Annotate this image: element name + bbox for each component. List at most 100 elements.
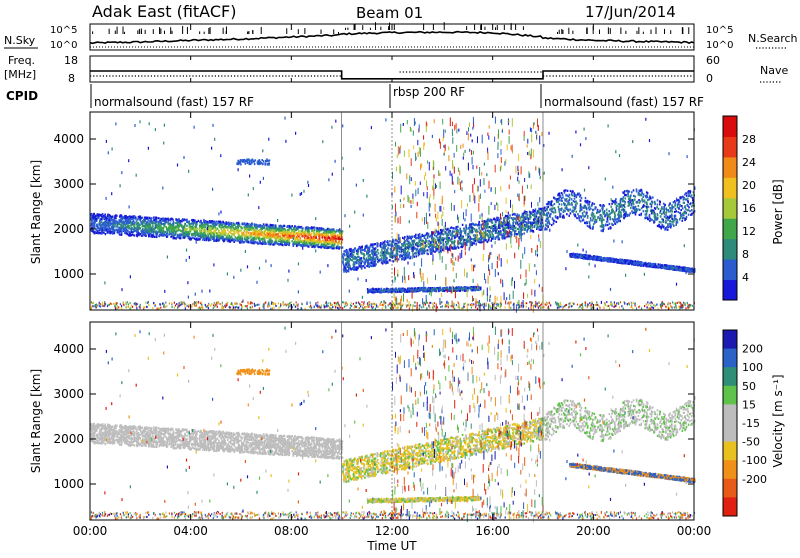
scatter-cell xyxy=(506,227,508,229)
scatter-cell xyxy=(493,225,495,227)
scatter-cell xyxy=(331,241,333,243)
scatter-cell xyxy=(358,250,360,252)
scatter-cell xyxy=(255,231,257,233)
scatter-cell xyxy=(525,226,527,228)
scatter-cell xyxy=(523,214,525,216)
scatter-cell xyxy=(471,241,473,243)
scatter-cell xyxy=(178,219,180,221)
scatter-cell xyxy=(377,261,379,263)
scatter-cell xyxy=(642,196,644,198)
scatter-cell xyxy=(385,260,387,262)
scatter-cell xyxy=(238,240,240,242)
scatter-cell xyxy=(315,227,317,229)
scatter-cell xyxy=(495,221,497,223)
scatter-cell xyxy=(129,225,131,227)
scatter-cell xyxy=(241,238,243,240)
scatter-cell xyxy=(217,232,219,234)
scatter-cell xyxy=(136,223,138,225)
scatter-cell xyxy=(373,264,375,266)
scatter-cell xyxy=(345,263,347,265)
scatter-cell xyxy=(214,234,216,236)
scatter-cell xyxy=(347,258,349,260)
scatter-cell xyxy=(230,229,232,231)
scatter-cell xyxy=(530,225,532,227)
scatter-cell xyxy=(108,219,110,221)
scatter-cell xyxy=(193,222,195,224)
scatter-cell xyxy=(344,266,346,268)
scatter-cell xyxy=(307,230,309,232)
scatter-cell xyxy=(387,240,389,242)
scatter-cell xyxy=(337,238,339,240)
scatter-cell xyxy=(382,254,384,256)
scatter-cell xyxy=(365,245,367,247)
scatter-cell xyxy=(140,216,142,218)
scatter-cell xyxy=(193,234,195,236)
scatter-cell xyxy=(149,226,151,228)
scatter-cell xyxy=(291,231,293,233)
scatter-cell xyxy=(373,257,375,259)
scatter-cell xyxy=(407,250,409,252)
scatter-cell xyxy=(92,223,94,225)
scatter-cell xyxy=(456,228,458,230)
scatter-cell xyxy=(415,252,417,254)
scatter-cell xyxy=(491,238,493,240)
scatter-cell xyxy=(334,235,336,237)
scatter-cell xyxy=(282,226,284,228)
scatter-cell xyxy=(475,288,477,290)
scatter-cell xyxy=(439,289,441,291)
scatter-cell xyxy=(540,229,542,231)
scatter-cell xyxy=(178,227,180,229)
scatter-cell xyxy=(444,288,446,290)
scatter-cell xyxy=(99,232,101,234)
scatter-cell xyxy=(359,258,361,260)
scatter-cell xyxy=(343,269,345,271)
scatter-cell xyxy=(168,219,170,221)
noise-right-label: N.Search xyxy=(748,32,798,45)
scatter-cell xyxy=(486,226,488,228)
scatter-cell xyxy=(169,224,171,226)
scatter-cell xyxy=(313,243,315,245)
scatter-cell xyxy=(657,204,659,206)
scatter-cell xyxy=(201,232,203,234)
scatter-cell xyxy=(185,234,187,236)
scatter-cell xyxy=(414,235,416,237)
scatter-cell xyxy=(337,245,339,247)
scatter-cell xyxy=(511,217,513,219)
scatter-cell xyxy=(512,219,514,221)
scatter-cell xyxy=(186,225,188,227)
scatter-cell xyxy=(440,242,442,244)
scatter-cell xyxy=(176,230,178,232)
scatter-cell xyxy=(94,215,96,217)
scatter-cell xyxy=(500,225,502,227)
scatter-cell xyxy=(298,233,300,235)
scatter-cell xyxy=(466,244,468,246)
scatter-cell xyxy=(514,214,516,216)
scatter-cell xyxy=(250,232,252,234)
scatter-cell xyxy=(529,212,531,214)
scatter-cell xyxy=(379,245,381,247)
scatter-cell xyxy=(257,243,259,245)
scatter-cell xyxy=(421,247,423,249)
scatter-cell xyxy=(223,240,225,242)
scatter-cell xyxy=(534,210,536,212)
scatter-cell xyxy=(381,261,383,263)
scatter-cell xyxy=(247,228,249,230)
scatter-cell xyxy=(134,234,136,236)
scatter-cell xyxy=(383,254,385,256)
scatter-cell xyxy=(523,220,525,222)
scatter-cell xyxy=(184,225,186,227)
scatter-cell xyxy=(244,222,246,224)
scatter-cell xyxy=(377,257,379,259)
scatter-cell xyxy=(145,217,147,219)
scatter-cell xyxy=(225,226,227,228)
scatter-cell xyxy=(379,290,381,292)
scatter-cell xyxy=(496,236,498,238)
scatter-cell xyxy=(156,217,158,219)
scatter-cell xyxy=(118,232,120,234)
scatter-cell xyxy=(271,241,273,243)
scatter-cell xyxy=(113,230,115,232)
scatter-cell xyxy=(426,233,428,235)
scatter-cell xyxy=(244,234,246,236)
scatter-cell xyxy=(334,232,336,234)
scatter-cell xyxy=(127,217,129,219)
